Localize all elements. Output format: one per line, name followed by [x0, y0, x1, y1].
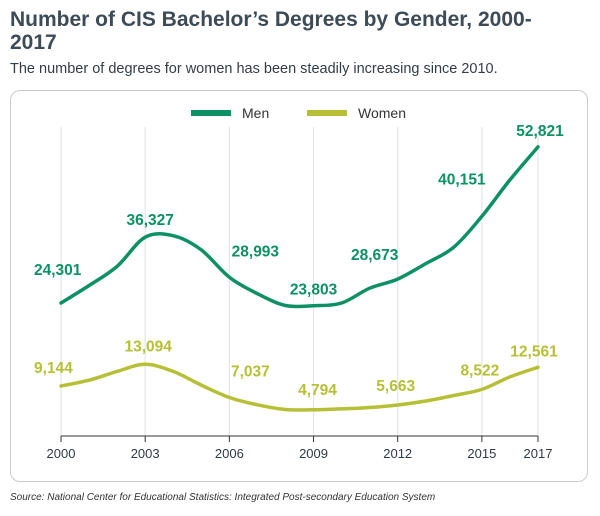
data-label-women-2000: 9,144 [34, 360, 73, 377]
x-tick-label-2009: 2009 [299, 446, 328, 461]
legend-label-men: Men [242, 105, 269, 121]
data-label-men-2006: 28,993 [232, 243, 280, 260]
x-tick-label-2000: 2000 [47, 446, 76, 461]
series-line-men [59, 145, 540, 309]
legend-label-women: Women [358, 105, 406, 121]
series-lines [59, 145, 540, 412]
x-tick-label-2017: 2017 [524, 446, 553, 461]
chart-panel [10, 90, 588, 482]
x-axis: 2000 2003 2006 2009 2012 2015 2017 [47, 435, 553, 461]
chart-title: Number of CIS Bachelor’s Degrees by Gend… [10, 8, 532, 54]
data-label-women-2003: 13,094 [124, 338, 172, 355]
data-label-men-2009: 23,803 [290, 282, 338, 299]
x-tick-label-2006: 2006 [215, 446, 244, 461]
data-label-men-2017: 52,821 [516, 123, 564, 140]
data-label-women-2009: 4,794 [298, 382, 337, 399]
x-tick-label-2015: 2015 [467, 446, 496, 461]
line-chart: 2000 2003 2006 2009 2012 2015 2017 24,301 36,32… [34, 105, 564, 461]
source-note: Source: National Center for Educational … [10, 492, 436, 503]
data-labels: 24,301 36,327 28,993 23,803 28,673 40,151 52,8… [34, 123, 564, 399]
data-label-women-2015: 8,522 [460, 362, 499, 379]
data-label-women-2006: 7,037 [231, 363, 270, 380]
x-tick-label-2003: 2003 [131, 446, 160, 461]
data-label-men-2012: 28,673 [351, 247, 399, 264]
chart-subtitle: The number of degrees for women has been… [10, 61, 498, 77]
series-line-women [59, 362, 540, 412]
legend: Men Women [191, 105, 406, 121]
data-label-men-2003: 36,327 [126, 212, 173, 229]
data-label-women-2012: 5,663 [376, 378, 415, 395]
x-tick-label-2012: 2012 [383, 446, 412, 461]
data-label-men-2015: 40,151 [438, 171, 486, 188]
data-label-women-2017: 12,561 [510, 343, 558, 360]
data-label-men-2000: 24,301 [34, 262, 82, 279]
